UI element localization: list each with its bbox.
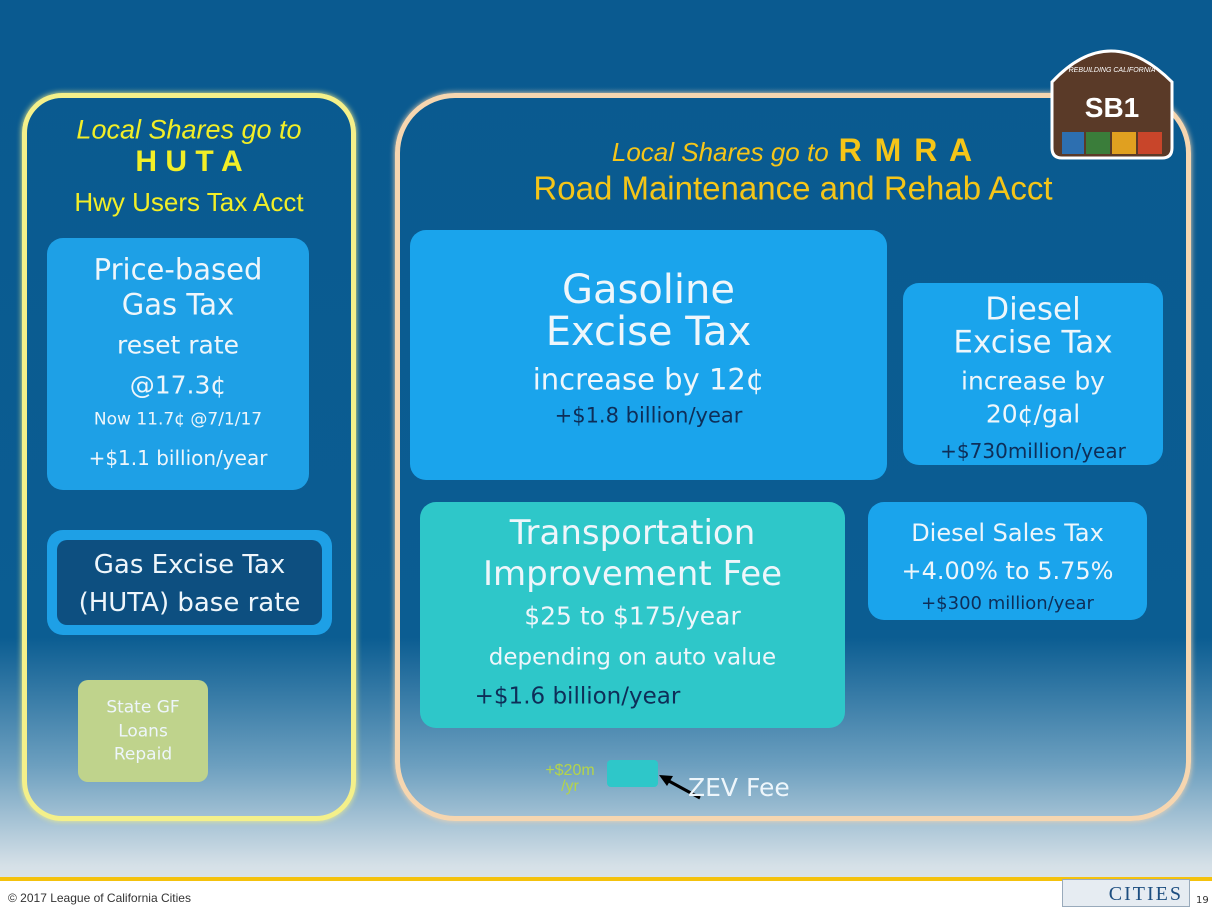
diesel-box: Diesel Excise Tax increase by 20¢/gal +$… (903, 283, 1163, 465)
fee-box: Transportation Improvement Fee $25 to $1… (420, 502, 845, 728)
box-text: Gasoline (561, 267, 735, 313)
box-text: $25 to $175/year (524, 601, 741, 631)
zev-box (607, 760, 658, 787)
arrow-head (659, 775, 673, 786)
heading-line: Road Maintenance and Rehab Acct (533, 169, 1053, 207)
box-text: increase by (961, 366, 1105, 396)
zev-label: ZEV Fee (688, 773, 790, 802)
badge-subtitle: REBUILDING CALIFORNIA (1069, 67, 1156, 74)
rmra-heading: Local Shares go to R M R A Road Maintena… (395, 0, 1191, 230)
sb1-badge: SB1 REBUILDING CALIFORNIA (1050, 49, 1174, 160)
box-text: (HUTA) base rate (78, 588, 301, 618)
box-text: Now 11.7¢ @7/1/17 (93, 409, 263, 430)
badge-tile (1112, 132, 1136, 154)
huta-panel (22, 93, 356, 821)
price-box: Price-based Gas Tax reset rate @17.3¢ No… (47, 238, 309, 490)
box-text: Excise Tax (545, 309, 752, 355)
box-text: Loans (118, 721, 168, 742)
footer: © 2017 League of California Cities CITIE… (0, 877, 1212, 911)
zev-text: +$20m (545, 762, 595, 779)
box-text: Price-based (93, 252, 263, 287)
diesel-sales-box: Diesel Sales Tax +4.00% to 5.75% +$300 m… (868, 502, 1147, 620)
box-text: +$1.6 billion/year (474, 683, 681, 710)
box-text: +4.00% to 5.75% (901, 557, 1114, 585)
badge-shield (1050, 49, 1174, 160)
box-text: +$1.8 billion/year (554, 403, 743, 428)
copyright: © 2017 League of California Cities (8, 891, 191, 905)
loans-box: State GF Loans Repaid (78, 680, 208, 782)
heading-line: Hwy Users Tax Acct (74, 187, 304, 217)
box-text: Diesel Sales Tax (911, 519, 1104, 547)
huta-heading: Local Shares go to H U T A Hwy Users Tax… (22, 0, 356, 240)
box-text: Repaid (113, 744, 173, 765)
box-text: reset rate (116, 330, 240, 360)
box-text: @17.3¢ (129, 370, 227, 400)
heading-acronym: R M R A (838, 132, 975, 168)
page-number: 19 (1196, 895, 1209, 906)
base-box: Gas Excise Tax (HUTA) base rate (47, 530, 332, 635)
base-box-inner: Gas Excise Tax (HUTA) base rate (57, 540, 322, 625)
box-text: 20¢/gal (985, 399, 1081, 429)
zev-amount: +$20m /yr (535, 763, 605, 795)
box-text: +$300 million/year (921, 593, 1094, 614)
box-text: increase by 12¢ (532, 362, 765, 397)
badge-title: SB1 (1085, 92, 1139, 123)
heading-line: Local Shares go to (76, 114, 302, 145)
box-text: depending on auto value (488, 644, 777, 671)
zev-text: /yr (561, 778, 579, 795)
heading-row: Local Shares go to R M R A (395, 134, 1191, 166)
arrow-line (666, 778, 701, 800)
badge-tile (1062, 132, 1084, 154)
heading-line: Local Shares go to (611, 137, 829, 167)
box-text: Improvement Fee (482, 554, 783, 594)
box-text: Gas Tax (121, 287, 235, 322)
cities-logo: CITIES (1062, 879, 1190, 907)
box-text: Excise Tax (953, 324, 1113, 361)
badge-tile (1138, 132, 1162, 154)
box-text: Diesel (985, 291, 1081, 328)
box-text: +$1.1 billion/year (88, 446, 268, 470)
box-text: State GF (106, 697, 180, 718)
box-text: +$730million/year (940, 439, 1126, 463)
heading-acronym: H U T A (135, 145, 243, 178)
box-text: Gas Excise Tax (93, 550, 286, 580)
badge-tile (1086, 132, 1110, 154)
gasoline-box: Gasoline Excise Tax increase by 12¢ +$1.… (410, 230, 887, 480)
rmra-panel (395, 93, 1191, 821)
box-text: Transportation (509, 513, 756, 553)
zev-arrow (659, 775, 701, 800)
